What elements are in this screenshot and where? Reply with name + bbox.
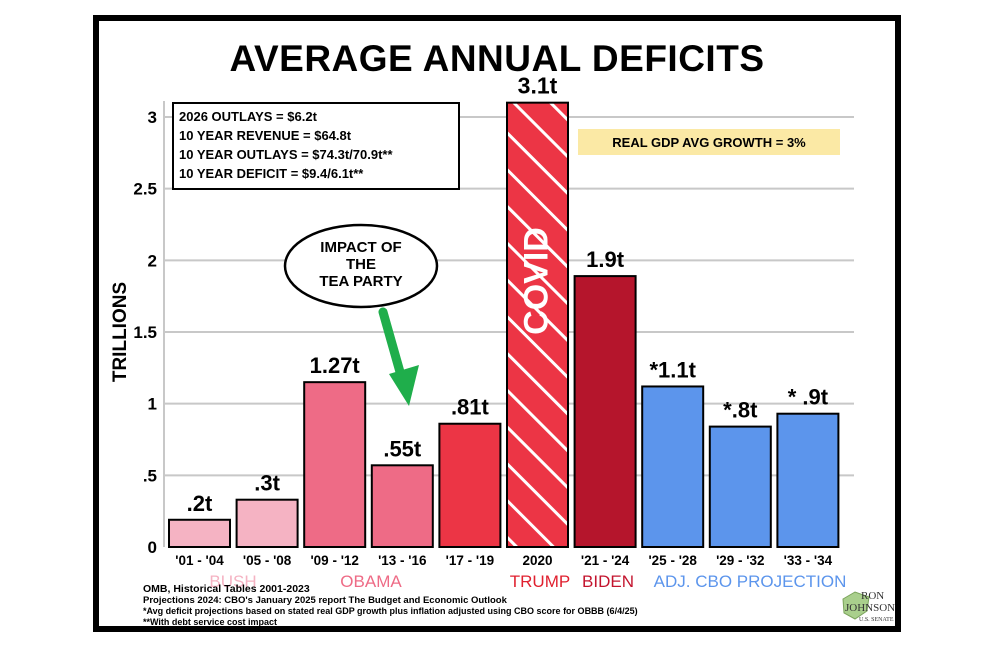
bar — [235, 498, 299, 549]
y-tick-label: 1 — [148, 395, 157, 414]
category-label: '09 - '12 — [310, 553, 358, 568]
footnote: *Avg deficit projections based on stated… — [143, 606, 638, 616]
category-label: '29 - '32 — [716, 553, 764, 568]
category-label: '13 - '16 — [378, 553, 427, 568]
chart-title: AVERAGE ANNUAL DEFICITS — [229, 38, 764, 79]
deficit-chart: AVERAGE ANNUAL DEFICITS 0 .5 1 1.5 2 2.5 3 TRILL… — [110, 38, 895, 626]
group-label: ADJ. CBO PROJECTION — [654, 572, 847, 591]
y-tick-label: .5 — [143, 466, 157, 485]
bar-value-label: .55t — [383, 436, 422, 461]
bar-value-label: 3.1t — [518, 73, 558, 99]
footnote: OMB, Historical Tables 2001-2023 — [143, 583, 310, 595]
info-box-line: 10 YEAR REVENUE = $64.8t — [179, 128, 352, 143]
bar — [776, 412, 840, 549]
bar-value-label: 1.27t — [310, 353, 361, 378]
gdp-note-bg — [578, 129, 840, 155]
gdp-note: REAL GDP AVG GROWTH = 3% — [612, 135, 806, 150]
arrow-head-icon — [389, 365, 419, 406]
bar — [168, 518, 231, 548]
bar — [438, 422, 502, 549]
y-tick-label: 1.5 — [133, 323, 157, 342]
chart-frame: AVERAGE ANNUAL DEFICITS 0 .5 1 1.5 2 2.5 3 TRILL… — [93, 15, 901, 632]
footnote: **With debt service cost impact — [143, 617, 277, 626]
callout-bubble — [283, 223, 439, 309]
bar — [303, 381, 367, 548]
bar-value-label: .2t — [187, 491, 213, 516]
callout-line: THE — [346, 256, 376, 273]
bar — [641, 385, 705, 549]
bar — [370, 464, 434, 548]
group-label: BIDEN — [582, 572, 634, 591]
covid-label: COVID — [518, 227, 556, 335]
group-label: TRUMP — [510, 572, 570, 591]
category-label: 2020 — [522, 553, 552, 568]
y-tick-label: 2 — [148, 251, 157, 270]
bar — [708, 425, 772, 549]
y-tick-label: 3 — [148, 108, 157, 127]
category-label: '17 - '19 — [446, 553, 494, 568]
bar-value-label: 1.9t — [586, 247, 625, 272]
callout-line: TEA PARTY — [319, 273, 402, 290]
bar — [573, 275, 637, 548]
bar-value-label: .3t — [254, 471, 280, 496]
bar — [506, 101, 569, 549]
bar-value-label: *1.1t — [649, 357, 696, 382]
info-box-line: 10 YEAR OUTLAYS = $74.3t/70.9t** — [179, 147, 393, 162]
category-label: '21 - '24 — [581, 553, 630, 568]
logo-line: U.S. SENATE — [859, 617, 894, 623]
bar-value-label: *.8t — [723, 398, 758, 423]
category-label: '33 - '34 — [784, 553, 833, 568]
info-box — [172, 102, 460, 190]
category-label: '25 - '28 — [648, 553, 697, 568]
logo-line: RON — [861, 590, 884, 602]
bar-value-label: .81t — [451, 395, 490, 420]
group-label: OBAMA — [340, 572, 402, 591]
info-box-line: 10 YEAR DEFICIT = $9.4/6.1t** — [179, 166, 364, 181]
logo-line: JOHNSON — [845, 602, 895, 614]
y-axis-label: TRILLIONS — [110, 282, 131, 382]
callout-line: IMPACT OF — [320, 239, 401, 256]
group-label: BUSH — [209, 572, 256, 591]
y-tick-label: 2.5 — [133, 180, 157, 199]
arrow-shaft — [378, 307, 407, 384]
category-label: '05 - '08 — [243, 553, 292, 568]
footnote: Projections 2024: CBO's January 2025 rep… — [143, 595, 508, 606]
y-tick-label: 0 — [148, 538, 157, 557]
info-box-line: 2026 OUTLAYS = $6.2t — [179, 109, 318, 124]
bar-value-label: * .9t — [788, 385, 829, 410]
category-label: '01 - '04 — [175, 553, 224, 568]
logo-wi-shape-icon — [842, 591, 870, 620]
